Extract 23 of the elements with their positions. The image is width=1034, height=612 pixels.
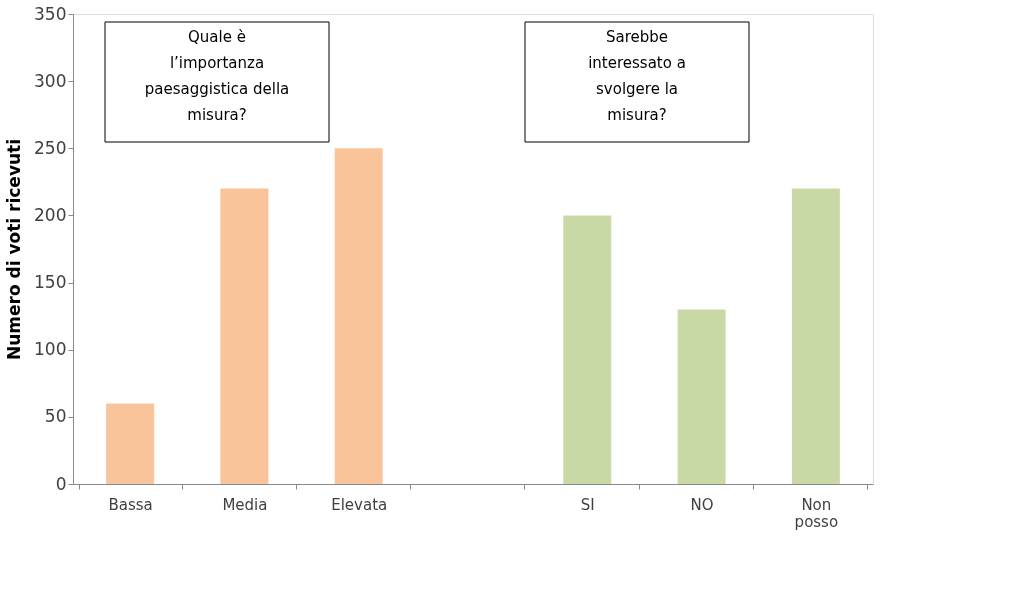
y-tick-label: 100: [34, 339, 67, 360]
bar: [106, 403, 155, 484]
y-tick-label: 150: [34, 272, 67, 293]
bar: [791, 188, 840, 484]
x-tick-label: Media: [222, 495, 268, 514]
bar: [563, 215, 612, 484]
y-tick-label: 50: [44, 406, 67, 427]
y-axis-title: Numero di voti ricevuti: [4, 138, 25, 361]
x-tick-label: Non posso: [794, 495, 839, 531]
y-tick-label: 350: [34, 3, 67, 24]
x-tick-label: Bassa: [108, 495, 153, 514]
y-tick-label: 200: [34, 204, 67, 225]
annotation: Sarebbe interessato a svolgere la misura?: [588, 28, 686, 124]
annotation: Quale è l’importanza paesaggistica della misura?: [144, 28, 290, 124]
y-tick-label: 300: [34, 70, 67, 91]
x-tick-label: Elevata: [331, 495, 388, 514]
y-tick-label: 250: [34, 137, 67, 158]
bar: [220, 188, 269, 484]
bar: [334, 148, 383, 484]
x-tick-label: SI: [580, 495, 595, 514]
x-tick-label: NO: [690, 495, 714, 514]
y-tick-label: 0: [55, 473, 67, 494]
bar: [677, 309, 726, 484]
